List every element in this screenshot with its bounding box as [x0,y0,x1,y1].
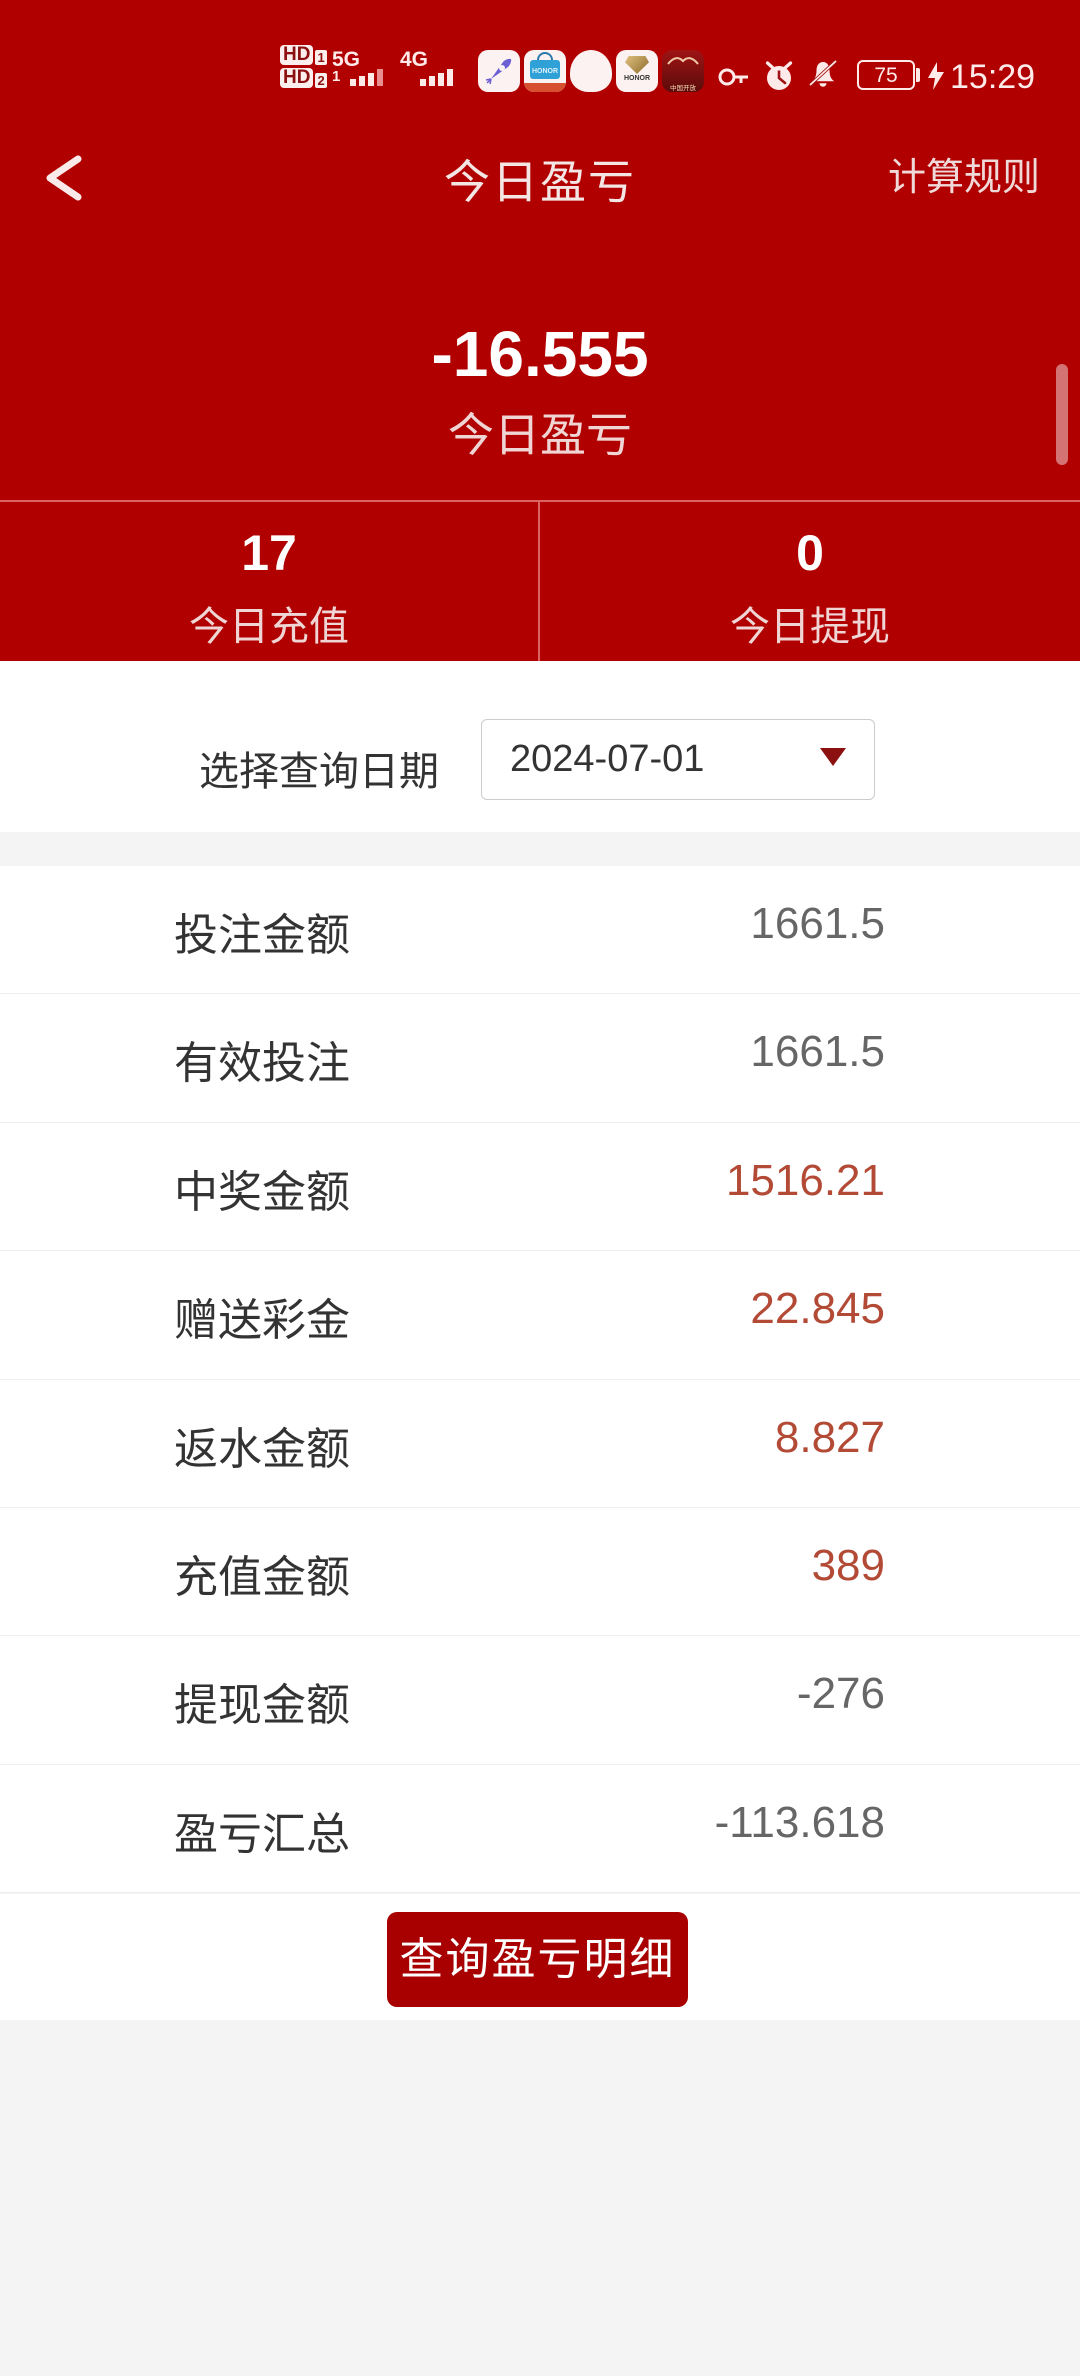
svg-text:HONOR: HONOR [532,68,558,75]
